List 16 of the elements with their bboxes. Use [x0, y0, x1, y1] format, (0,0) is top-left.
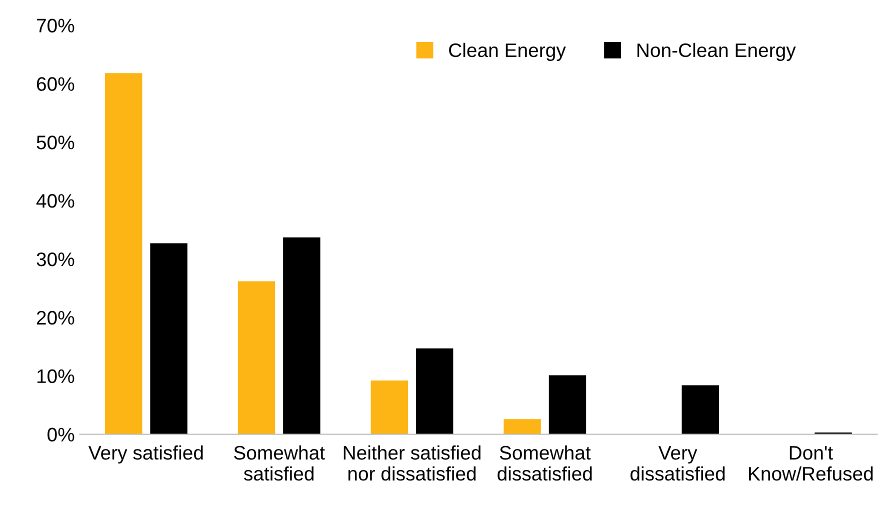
y-tick-label: 0% [48, 428, 74, 442]
x-tick-label: Somewhat satisfied [234, 445, 325, 481]
x-tick-label: Neither satisfied nor dissatisfied [344, 445, 480, 481]
y-tick-label: 30% [36, 252, 74, 266]
legend-label: Non-Clean Energy [637, 42, 796, 61]
x-tick-label: Very satisfied [88, 445, 203, 464]
y-tick-label: 70% [36, 18, 74, 32]
legend-label: Clean Energy [449, 42, 566, 61]
x-tick-label: Don't Know/Refused [749, 446, 873, 481]
y-tick-label: 50% [36, 136, 74, 150]
x-tick-label: Very dissatisfied [630, 446, 725, 481]
y-tick-label: 60% [36, 77, 74, 91]
x-tick-label: Somewhat dissatisfied [498, 445, 592, 481]
y-tick-label: 20% [36, 310, 74, 325]
y-tick-label: 10% [37, 369, 74, 384]
y-tick-label: 40% [36, 194, 74, 208]
